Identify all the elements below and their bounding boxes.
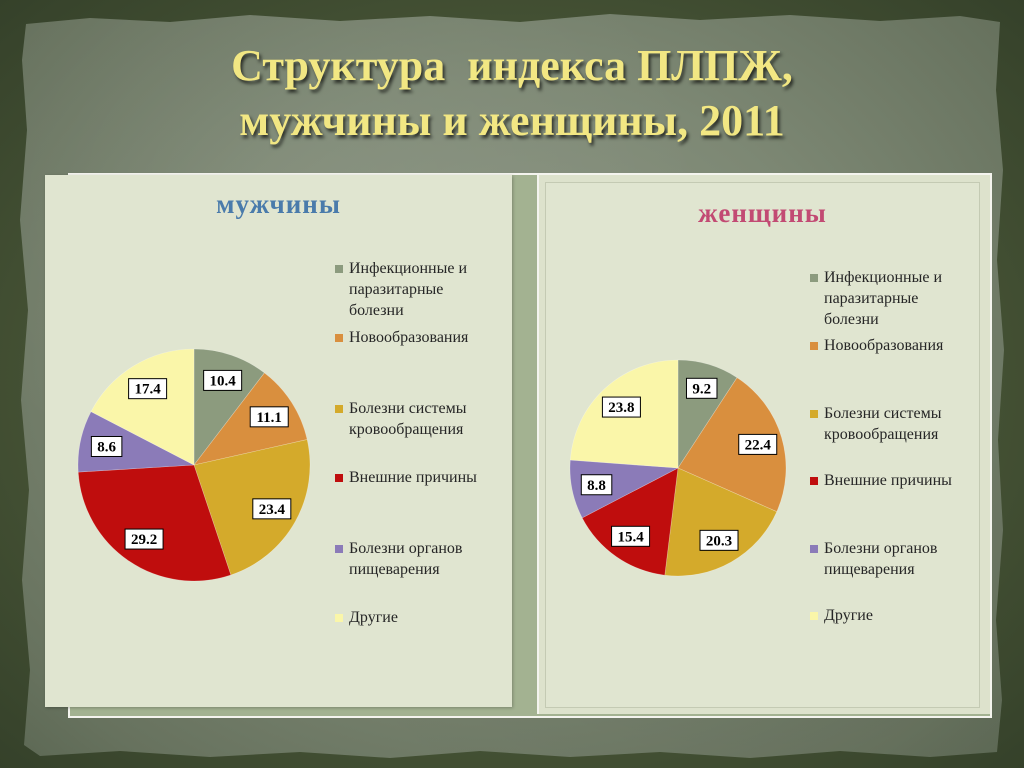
legend-item-infectious: Инфекционные и паразитарные болезни: [335, 258, 505, 321]
women-data-label-infectious: 9.2: [685, 377, 718, 399]
data-label-text: 9.2: [692, 381, 711, 397]
men-pie-slices: [77, 348, 311, 582]
data-label-box: [128, 378, 168, 400]
data-label-box: [249, 406, 289, 428]
women-pie-slice-external-causes: [581, 467, 679, 576]
legend-swatch: [335, 474, 343, 482]
legend-swatch: [335, 405, 343, 413]
men-data-label-other: 17.4: [128, 378, 168, 400]
legend-label: Инфекционные и паразитарные болезни: [824, 269, 943, 328]
data-label-text: 10.4: [210, 373, 237, 389]
slide-title: Структура индекса ПЛПЖ, мужчины и женщин…: [0, 38, 1024, 148]
legend-item-circulatory: Болезни системы кровообращения: [335, 398, 505, 440]
legend-label: Инфекционные и паразитарные болезни: [349, 260, 468, 319]
women-pie-slice-circulatory: [664, 467, 778, 577]
data-label-box: [90, 435, 123, 457]
data-label-text: 15.4: [617, 529, 644, 545]
data-label-box: [611, 525, 651, 547]
legend-item-other: Другие: [335, 607, 505, 628]
men-data-label-infectious: 10.4: [203, 369, 243, 391]
pie-chart-women: 9.2 22.4 20.3 15.4 8.8 23.8: [569, 359, 787, 577]
legend-swatch: [810, 545, 818, 553]
legend-swatch: [810, 342, 818, 350]
men-data-label-neoplasms: 11.1: [249, 406, 289, 428]
legend-item-circulatory: Болезни системы кровообращения: [810, 403, 980, 445]
women-data-label-circulatory: 20.3: [699, 529, 739, 551]
legend-swatch: [335, 614, 343, 622]
pie-chart-men: 10.4 11.1 23.4 29.2 8.6 17.4: [77, 348, 311, 582]
legend-item-neoplasms: Новообразования: [810, 335, 980, 356]
data-label-box: [738, 433, 778, 455]
legend-item-external-causes: Внешние причины: [810, 470, 980, 491]
data-label-text: 23.4: [259, 502, 286, 518]
legend-swatch: [335, 545, 343, 553]
legend-label: Новообразования: [824, 337, 944, 354]
data-label-text: 11.1: [257, 410, 282, 426]
men-pie-slice-circulatory: [193, 439, 311, 576]
legend-label: Болезни системы кровообращения: [824, 405, 942, 443]
men-pie-slice-external-causes: [77, 464, 232, 582]
legend-label: Другие: [824, 607, 873, 624]
legend-label: Новообразования: [349, 329, 469, 346]
slide-title-line-2: мужчины и женщины, 2011: [239, 96, 785, 145]
legend-label: Внешние причины: [349, 469, 477, 486]
women-data-label-digestive: 8.8: [580, 474, 613, 496]
women-data-label-other: 23.8: [601, 396, 641, 418]
legend-label: Болезни системы кровообращения: [349, 400, 467, 438]
men-data-label-external-causes: 29.2: [124, 528, 164, 550]
legend-label: Болезни органов пищеварения: [824, 540, 938, 578]
legend-label: Болезни органов пищеварения: [349, 540, 463, 578]
data-label-box: [124, 528, 164, 550]
men-pie-slice-other: [90, 348, 195, 466]
legend-swatch: [810, 274, 818, 282]
data-label-box: [685, 377, 718, 399]
legend-swatch: [810, 410, 818, 418]
legend-swatch: [335, 334, 343, 342]
legend-item-other: Другие: [810, 605, 980, 626]
legend-item-neoplasms: Новообразования: [335, 327, 505, 348]
women-data-labels: 9.2 22.4 20.3 15.4 8.8 23.8: [580, 377, 778, 551]
men-data-labels: 10.4 11.1 23.4 29.2 8.6 17.4: [90, 369, 292, 550]
legend-item-external-causes: Внешние причины: [335, 467, 505, 488]
legend-item-digestive: Болезни органов пищеварения: [335, 538, 505, 580]
women-data-label-external-causes: 15.4: [611, 525, 651, 547]
legend-label: Другие: [349, 609, 398, 626]
women-data-label-neoplasms: 22.4: [738, 433, 778, 455]
chart-title-men: мужчины: [216, 189, 341, 219]
men-data-label-digestive: 8.6: [90, 435, 123, 457]
data-label-text: 23.8: [608, 400, 634, 416]
slide-title-line-1: Структура индекса ПЛПЖ,: [231, 41, 793, 90]
data-label-box: [601, 396, 641, 418]
legend-item-digestive: Болезни органов пищеварения: [810, 538, 980, 580]
women-pie-slice-neoplasms: [677, 377, 787, 513]
legend-label: Внешние причины: [824, 472, 952, 489]
legend-swatch: [810, 477, 818, 485]
men-data-label-circulatory: 23.4: [252, 498, 292, 520]
data-label-text: 22.4: [745, 437, 772, 453]
data-label-box: [699, 529, 739, 551]
data-label-text: 8.8: [587, 478, 606, 494]
data-label-text: 20.3: [706, 533, 732, 549]
data-label-text: 17.4: [134, 382, 161, 398]
data-label-text: 8.6: [97, 439, 116, 455]
legend-item-infectious: Инфекционные и паразитарные болезни: [810, 267, 980, 330]
data-label-text: 29.2: [131, 532, 157, 548]
chart-title-women: женщины: [698, 198, 827, 228]
data-label-box: [252, 498, 292, 520]
legend-swatch: [335, 265, 343, 273]
women-pie-slices: [569, 359, 787, 577]
legend-swatch: [810, 612, 818, 620]
data-label-box: [203, 369, 243, 391]
data-label-box: [580, 474, 613, 496]
